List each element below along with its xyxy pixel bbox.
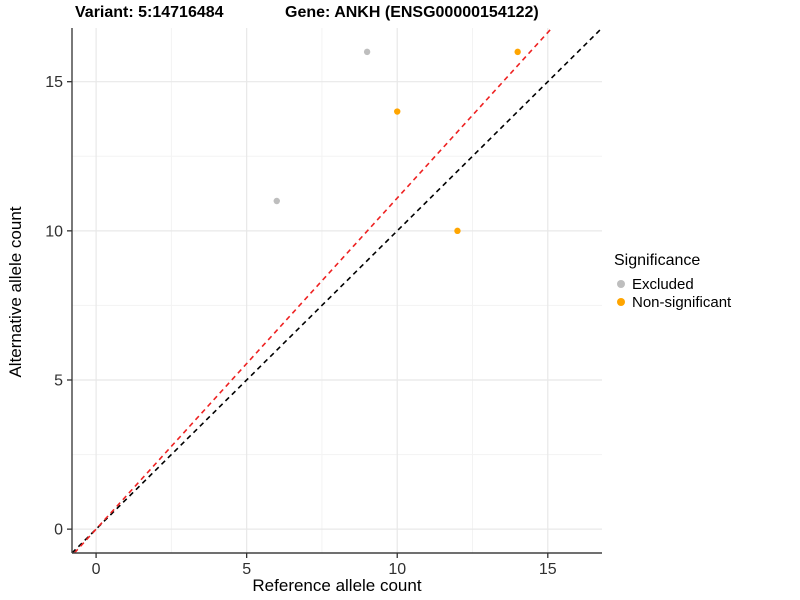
x-tick-label: 10 — [388, 561, 406, 578]
x-tick-label: 15 — [539, 561, 557, 578]
y-tick-label: 0 — [54, 522, 63, 539]
legend-item-label: Non-significant — [632, 293, 732, 311]
data-point-excluded — [363, 48, 371, 56]
legend-item: Excluded — [614, 275, 731, 293]
data-point-non-significant — [394, 108, 401, 115]
plot-title-gene: Gene: ANKH (ENSG00000154122) — [285, 4, 539, 21]
x-axis-title: Reference allele count — [252, 576, 422, 595]
legend: Significance Excluded Non-significant — [614, 252, 731, 311]
x-tick-label: 5 — [242, 561, 251, 578]
data-point-excluded — [273, 197, 280, 205]
expected-ratio-line — [73, 27, 553, 554]
legend-item-label: Excluded — [632, 275, 694, 293]
legend-title: Significance — [614, 252, 701, 269]
legend-key-dot-excluded — [617, 280, 625, 288]
y-tick-label: 5 — [54, 372, 63, 389]
legend-item: Non-significant — [614, 293, 731, 311]
y-axis-title: Alternative allele count — [6, 206, 25, 378]
plot-title-variant: Variant: 5:14716484 — [75, 4, 224, 21]
data-point-non-significant — [454, 227, 461, 235]
identity-line — [71, 27, 603, 554]
data-point-non-significant — [514, 48, 521, 56]
x-tick-label: 0 — [92, 561, 101, 578]
legend-key-dot-non-significant — [617, 298, 625, 306]
y-tick-label: 10 — [45, 223, 63, 240]
y-tick-label: 15 — [45, 74, 63, 91]
